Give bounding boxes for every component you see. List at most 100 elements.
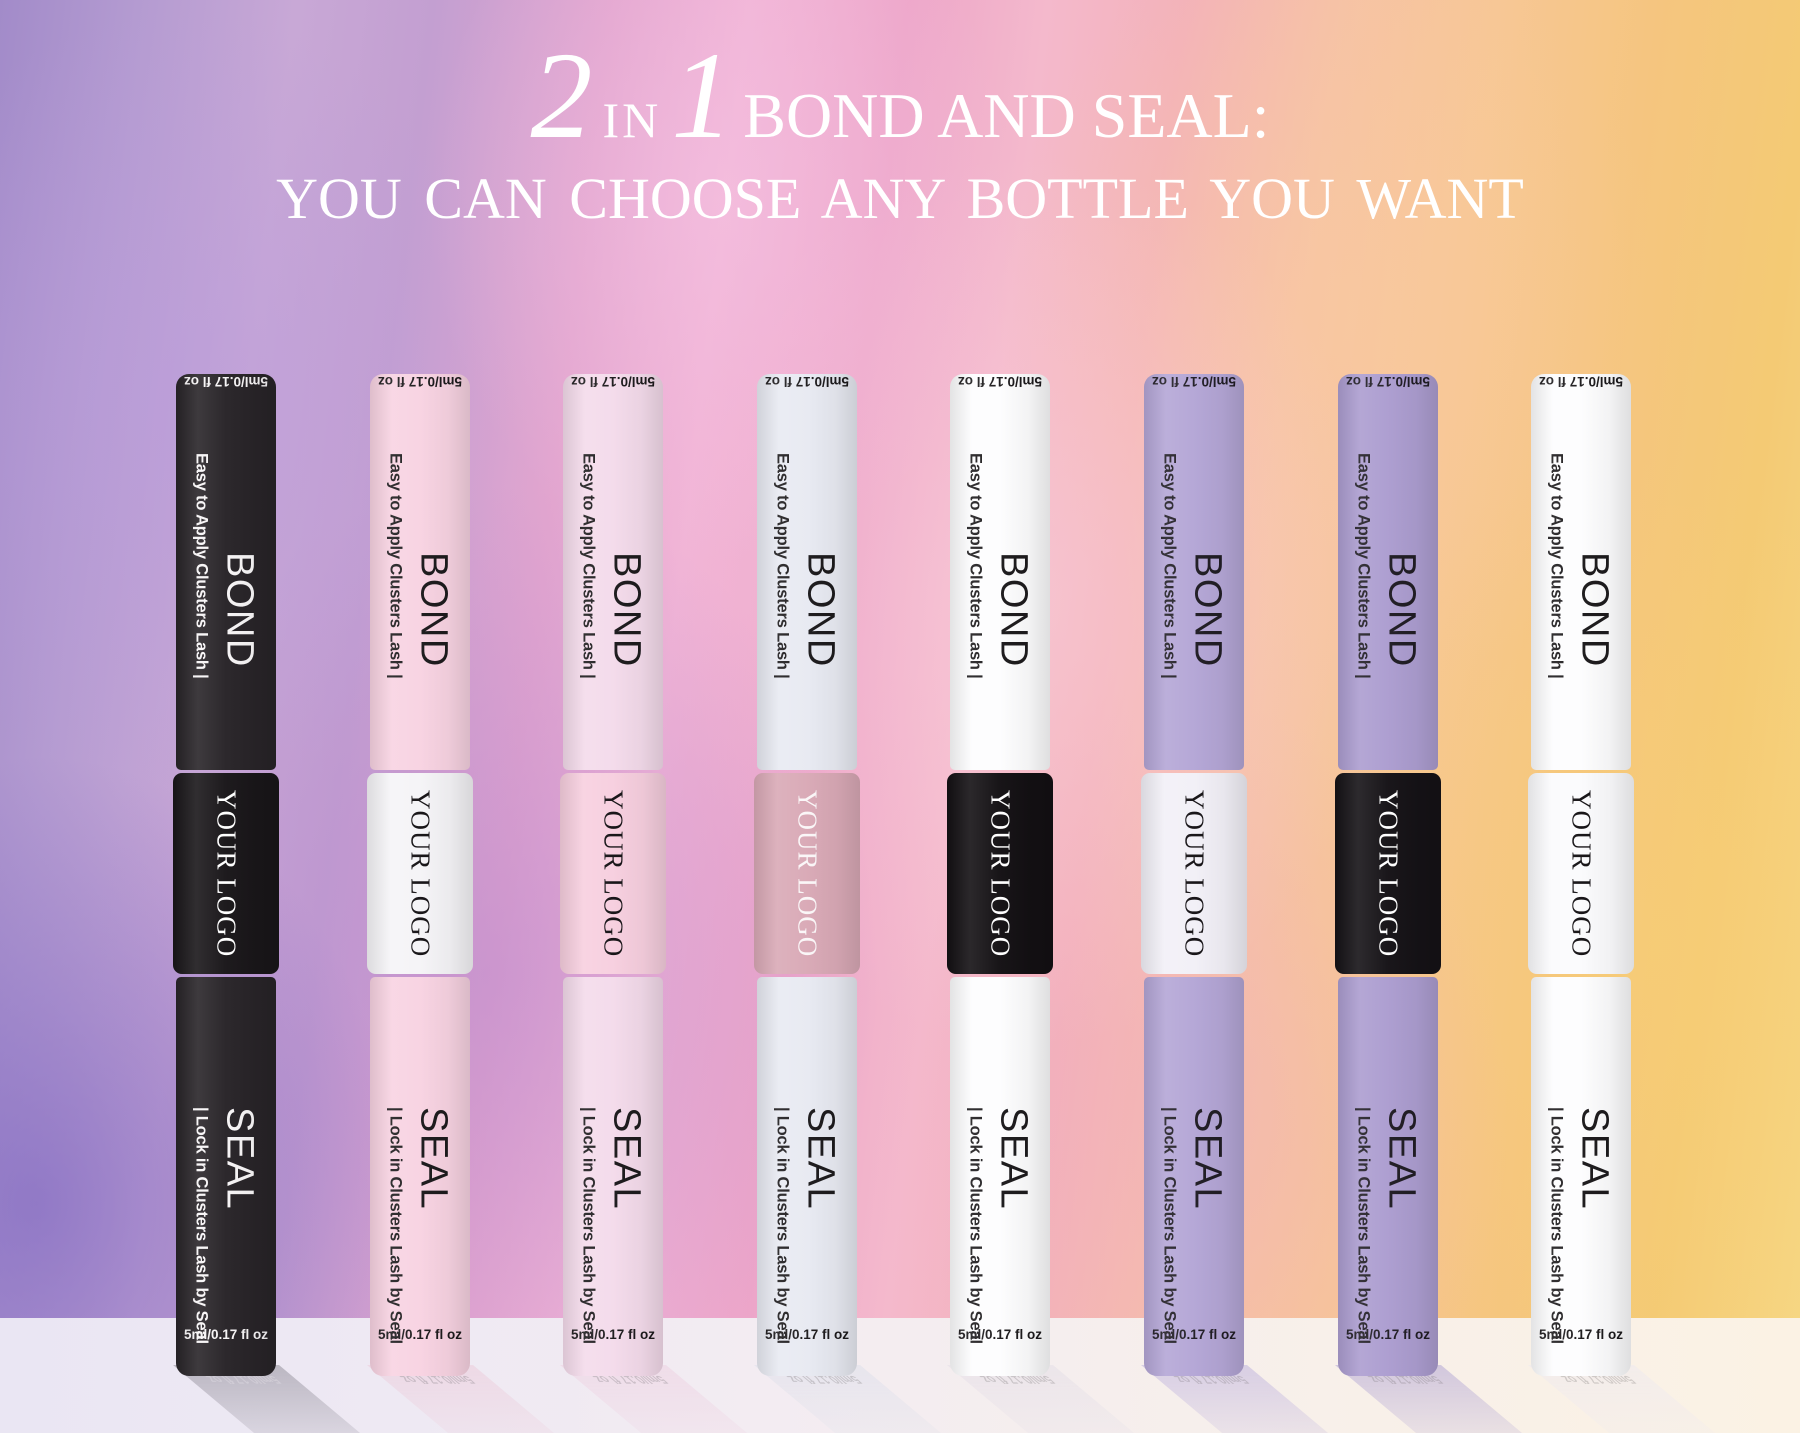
headline-line1-text: BOND AND SEAL: [743,80,1270,151]
logo-section: YOUR LOGO [173,773,279,974]
seal-tagline: | Lock in Clusters Lash by Seal [1160,1107,1179,1344]
seal-title: SEAL [799,1107,842,1211]
logo-section: YOUR LOGO [560,773,666,974]
seal-text-columns: | Lock in Clusters Lash by Seal SEAL [1338,977,1438,1344]
headline: 2 IN 1 BOND AND SEAL: YOU CAN CHOOSE ANY… [0,27,1800,231]
bond-text-columns: Easy to Apply Clusters Lash | BOND [563,391,663,679]
bond-text-columns: Easy to Apply Clusters Lash | BOND [370,391,470,679]
seal-section: | Lock in Clusters Lash by Seal SEAL 5ml… [563,977,663,1376]
headline-in-word: IN [602,92,662,148]
bottle-white-body-black-sleeve: 5ml/0.17 fl oz 5ml/0.17 fl oz Easy to Ap… [947,362,1135,1433]
seal-title: SEAL [1573,1107,1616,1211]
seal-section: | Lock in Clusters Lash by Seal SEAL 5ml… [757,977,857,1376]
bond-tagline: Easy to Apply Clusters Lash | [579,453,598,679]
seal-tagline: | Lock in Clusters Lash by Seal [1354,1107,1373,1344]
logo-text: YOUR LOGO [985,789,1016,958]
headline-line2: YOU CAN CHOOSE ANY BOTTLE YOU WANT [276,166,1524,231]
seal-tagline: | Lock in Clusters Lash by Seal [773,1107,792,1344]
volume-top-label: 5ml/0.17 fl oz [570,374,656,389]
logo-section: YOUR LOGO [947,773,1053,974]
bond-title: BOND [412,552,455,668]
seal-title: SEAL [218,1107,261,1211]
bond-section: 5ml/0.17 fl oz Easy to Apply Clusters La… [370,374,470,770]
logo-text: YOUR LOGO [1566,789,1597,958]
bond-section: 5ml/0.17 fl oz Easy to Apply Clusters La… [176,374,276,770]
bottle-white-body-rose-sleeve: 5ml/0.17 fl oz 5ml/0.17 fl oz Easy to Ap… [754,362,942,1433]
bond-section: 5ml/0.17 fl oz Easy to Apply Clusters La… [950,374,1050,770]
seal-tagline: | Lock in Clusters Lash by Seal [192,1107,211,1344]
logo-section: YOUR LOGO [1141,773,1247,974]
bond-title: BOND [605,552,648,668]
seal-tagline: | Lock in Clusters Lash by Seal [966,1107,985,1344]
volume-bottom-label: 5ml/0.17 fl oz [183,1327,269,1342]
headline-number-2: 2 [530,27,593,164]
logo-section: YOUR LOGO [1335,773,1441,974]
bottle-purple-body-white-sleeve: 5ml/0.17 fl oz 5ml/0.17 fl oz Easy to Ap… [1141,362,1329,1433]
bond-tagline: Easy to Apply Clusters Lash | [1160,453,1179,679]
volume-bottom-label: 5ml/0.17 fl oz [570,1327,656,1342]
bond-title: BOND [1573,552,1616,668]
seal-title: SEAL [412,1107,455,1211]
bond-tagline: Easy to Apply Clusters Lash | [1547,453,1566,679]
bond-tagline: Easy to Apply Clusters Lash | [1354,453,1373,679]
seal-text-columns: | Lock in Clusters Lash by Seal SEAL [1531,977,1631,1344]
bond-title: BOND [1186,552,1229,668]
volume-bottom-label: 5ml/0.17 fl oz [1345,1327,1431,1342]
seal-section: | Lock in Clusters Lash by Seal SEAL 5ml… [176,977,276,1376]
seal-title: SEAL [1186,1107,1229,1211]
seal-text-columns: | Lock in Clusters Lash by Seal SEAL [370,977,470,1344]
volume-bottom-label: 5ml/0.17 fl oz [377,1327,463,1342]
volume-bottom-label: 5ml/0.17 fl oz [1151,1327,1237,1342]
logo-text: YOUR LOGO [211,789,242,958]
bottle-white-body-white-sleeve: 5ml/0.17 fl oz 5ml/0.17 fl oz Easy to Ap… [1528,362,1716,1433]
logo-text: YOUR LOGO [1373,789,1404,958]
bond-section: 5ml/0.17 fl oz Easy to Apply Clusters La… [757,374,857,770]
headline-number-1: 1 [671,27,734,164]
bond-text-columns: Easy to Apply Clusters Lash | BOND [1531,391,1631,679]
bond-text-columns: Easy to Apply Clusters Lash | BOND [176,391,276,679]
seal-text-columns: | Lock in Clusters Lash by Seal SEAL [1144,977,1244,1344]
headline-line1: 2 IN 1 BOND AND SEAL: [0,27,1800,164]
bottle-black-body-black-sleeve: 5ml/0.17 fl oz 5ml/0.17 fl oz Easy to Ap… [173,362,361,1433]
bond-title: BOND [218,552,261,668]
logo-section: YOUR LOGO [1528,773,1634,974]
logo-section: YOUR LOGO [754,773,860,974]
seal-section: | Lock in Clusters Lash by Seal SEAL 5ml… [1531,977,1631,1376]
bond-section: 5ml/0.17 fl oz Easy to Apply Clusters La… [1338,374,1438,770]
volume-top-label: 5ml/0.17 fl oz [957,374,1043,389]
seal-tagline: | Lock in Clusters Lash by Seal [1547,1107,1566,1344]
bond-text-columns: Easy to Apply Clusters Lash | BOND [950,391,1050,679]
seal-title: SEAL [1380,1107,1423,1211]
bottle-pink-body-white-sleeve: 5ml/0.17 fl oz 5ml/0.17 fl oz Easy to Ap… [367,362,555,1433]
volume-bottom-label: 5ml/0.17 fl oz [1538,1327,1624,1342]
bond-text-columns: Easy to Apply Clusters Lash | BOND [757,391,857,679]
bond-text-columns: Easy to Apply Clusters Lash | BOND [1338,391,1438,679]
seal-tagline: | Lock in Clusters Lash by Seal [579,1107,598,1344]
seal-text-columns: | Lock in Clusters Lash by Seal SEAL [950,977,1050,1344]
volume-bottom-label: 5ml/0.17 fl oz [957,1327,1043,1342]
seal-text-columns: | Lock in Clusters Lash by Seal SEAL [757,977,857,1344]
seal-text-columns: | Lock in Clusters Lash by Seal SEAL [563,977,663,1344]
seal-tagline: | Lock in Clusters Lash by Seal [386,1107,405,1344]
bond-title: BOND [992,552,1035,668]
bond-section: 5ml/0.17 fl oz Easy to Apply Clusters La… [1144,374,1244,770]
seal-section: | Lock in Clusters Lash by Seal SEAL 5ml… [950,977,1050,1376]
logo-text: YOUR LOGO [792,789,823,958]
seal-section: | Lock in Clusters Lash by Seal SEAL 5ml… [1338,977,1438,1376]
bond-section: 5ml/0.17 fl oz Easy to Apply Clusters La… [563,374,663,770]
bond-title: BOND [1380,552,1423,668]
seal-section: | Lock in Clusters Lash by Seal SEAL 5ml… [1144,977,1244,1376]
bond-tagline: Easy to Apply Clusters Lash | [192,453,211,679]
seal-title: SEAL [992,1107,1035,1211]
volume-top-label: 5ml/0.17 fl oz [377,374,463,389]
logo-text: YOUR LOGO [1179,789,1210,958]
volume-top-label: 5ml/0.17 fl oz [1538,374,1624,389]
bond-section: 5ml/0.17 fl oz Easy to Apply Clusters La… [1531,374,1631,770]
bottle-purple-body-black-sleeve: 5ml/0.17 fl oz 5ml/0.17 fl oz Easy to Ap… [1335,362,1523,1433]
volume-top-label: 5ml/0.17 fl oz [1345,374,1431,389]
logo-text: YOUR LOGO [405,789,436,958]
volume-bottom-label: 5ml/0.17 fl oz [764,1327,850,1342]
seal-section: | Lock in Clusters Lash by Seal SEAL 5ml… [370,977,470,1376]
